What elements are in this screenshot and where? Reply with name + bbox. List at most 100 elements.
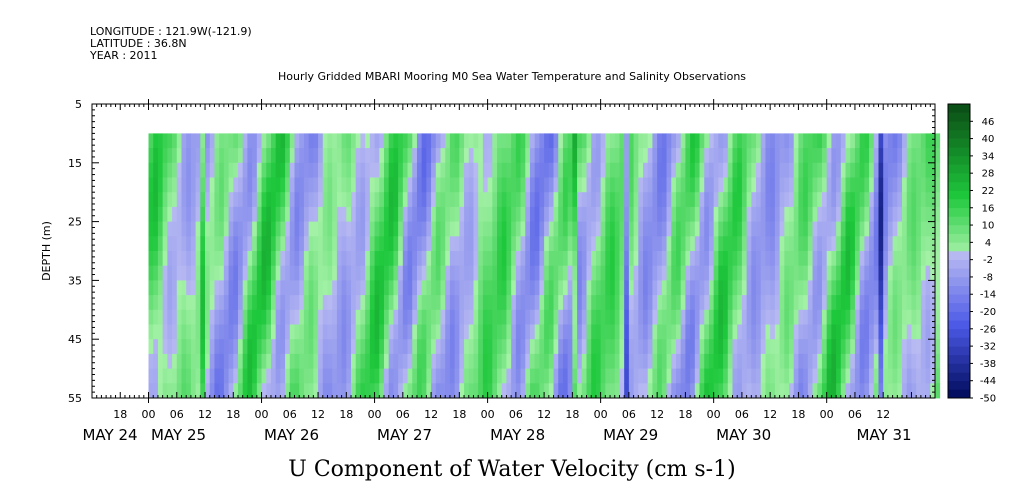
heatmap-cell xyxy=(426,236,432,252)
heatmap-cell xyxy=(167,206,173,222)
heatmap-cell xyxy=(153,324,159,340)
heatmap-cell xyxy=(407,236,413,252)
heatmap-cell xyxy=(233,295,239,311)
heatmap-cell xyxy=(426,295,432,311)
heatmap-cell xyxy=(694,280,700,296)
heatmap-cell xyxy=(205,206,211,222)
heatmap-cell xyxy=(393,295,399,311)
heatmap-cell xyxy=(190,265,197,281)
heatmap-cell xyxy=(887,295,894,311)
heatmap-cell xyxy=(228,148,234,164)
heatmap-cell xyxy=(228,324,234,340)
heatmap-cell xyxy=(247,162,253,178)
heatmap-cell xyxy=(506,192,512,208)
heatmap-cell xyxy=(303,309,310,325)
heatmap-cell xyxy=(873,339,879,355)
heatmap-cell xyxy=(595,295,602,311)
heatmap-cell xyxy=(774,192,780,208)
heatmap-cell xyxy=(558,251,564,267)
heatmap-cell xyxy=(379,383,385,399)
heatmap-cell xyxy=(322,280,328,296)
heatmap-cell xyxy=(708,368,715,384)
heatmap-cell xyxy=(864,295,870,311)
heatmap-cell xyxy=(431,280,437,296)
heatmap-cell xyxy=(266,251,272,267)
x-hour-tick-label: 00 xyxy=(368,408,382,421)
heatmap-cell xyxy=(454,192,460,208)
heatmap-cell xyxy=(854,383,861,399)
heatmap-cell xyxy=(746,295,752,311)
heatmap-cell xyxy=(308,133,314,149)
heatmap-cell xyxy=(567,280,573,296)
heatmap-cell xyxy=(873,206,879,222)
heatmap-cell xyxy=(327,265,333,281)
heatmap-cell xyxy=(845,309,851,325)
heatmap-cell xyxy=(492,251,498,267)
heatmap-cell xyxy=(303,280,310,296)
heatmap-cell xyxy=(388,162,394,178)
heatmap-cell xyxy=(388,368,394,384)
heatmap-cell xyxy=(831,162,837,178)
heatmap-cell xyxy=(205,148,211,164)
heatmap-cell xyxy=(765,162,771,178)
heatmap-cell xyxy=(176,383,182,399)
heatmap-cell xyxy=(690,236,696,252)
heatmap-cell xyxy=(807,295,813,311)
heatmap-cell xyxy=(916,383,922,399)
heatmap-cell xyxy=(619,133,625,149)
heatmap-cell xyxy=(520,192,526,208)
heatmap-cell xyxy=(299,133,305,149)
heatmap-cell xyxy=(586,221,592,237)
heatmap-cell xyxy=(732,383,738,399)
heatmap-cell xyxy=(167,251,173,267)
heatmap-cell xyxy=(708,236,715,252)
heatmap-cell xyxy=(756,162,762,178)
heatmap-cell xyxy=(699,368,705,384)
heatmap-cell xyxy=(756,236,762,252)
heatmap-cell xyxy=(562,251,569,267)
heatmap-cell xyxy=(756,353,762,369)
heatmap-cell xyxy=(930,162,936,178)
heatmap-cell xyxy=(831,280,837,296)
heatmap-cell xyxy=(501,148,507,164)
heatmap-cell xyxy=(930,295,936,311)
heatmap-cell xyxy=(817,133,823,149)
heatmap-cell xyxy=(694,353,700,369)
heatmap-cell xyxy=(482,206,488,222)
heatmap-cell xyxy=(332,324,338,340)
heatmap-cell xyxy=(506,309,512,325)
heatmap-cell xyxy=(558,309,564,325)
heatmap-cell xyxy=(826,280,832,296)
heatmap-cell xyxy=(407,162,413,178)
heatmap-cell xyxy=(501,280,507,296)
heatmap-cell xyxy=(680,206,686,222)
heatmap-cell xyxy=(153,236,159,252)
heatmap-cell xyxy=(605,309,611,325)
heatmap-cell xyxy=(624,280,630,296)
heatmap-cell xyxy=(694,324,700,340)
heatmap-cell xyxy=(600,265,606,281)
heatmap-cell xyxy=(920,251,926,267)
heatmap-cell xyxy=(897,309,903,325)
heatmap-cell xyxy=(581,280,587,296)
heatmap-cell xyxy=(374,383,380,399)
heatmap-cell xyxy=(431,368,437,384)
heatmap-cell xyxy=(148,265,154,281)
heatmap-cell xyxy=(233,383,239,399)
heatmap-cell xyxy=(520,295,526,311)
heatmap-cell xyxy=(341,383,347,399)
heatmap-cell xyxy=(562,353,569,369)
heatmap-cell xyxy=(657,368,663,384)
heatmap-cell xyxy=(624,236,630,252)
heatmap-cell xyxy=(351,368,357,384)
heatmap-cell xyxy=(845,280,851,296)
heatmap-cell xyxy=(506,206,512,222)
heatmap-cell xyxy=(544,206,550,222)
heatmap-cell xyxy=(219,368,225,384)
heatmap-cell xyxy=(176,206,182,222)
heatmap-cell xyxy=(205,309,211,325)
heatmap-cell xyxy=(760,280,766,296)
heatmap-cell xyxy=(351,148,357,164)
heatmap-cell xyxy=(313,368,319,384)
heatmap-cell xyxy=(459,177,465,193)
